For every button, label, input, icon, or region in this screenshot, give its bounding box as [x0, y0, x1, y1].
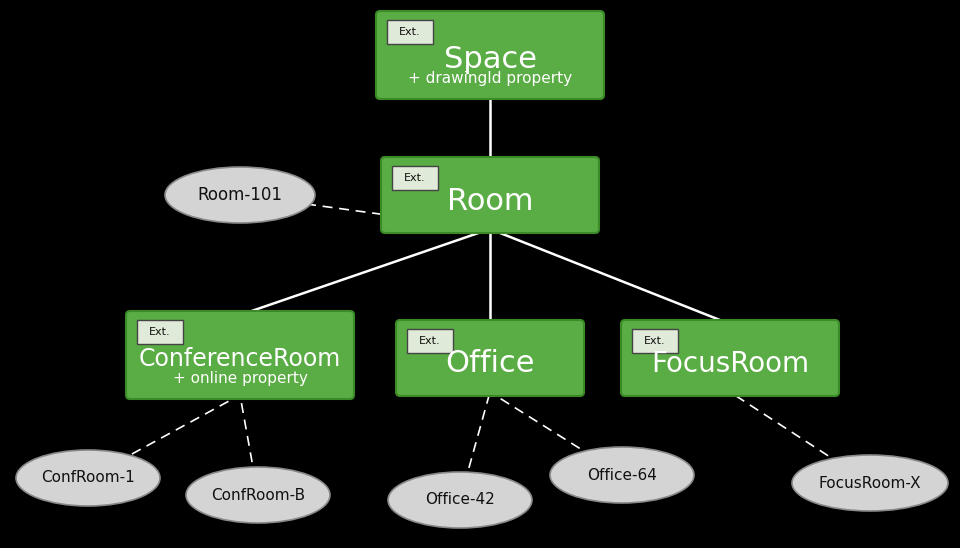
Text: ConfRoom-1: ConfRoom-1 [41, 471, 134, 486]
Text: FocusRoom-X: FocusRoom-X [819, 476, 922, 490]
FancyBboxPatch shape [126, 311, 354, 399]
Text: Office-42: Office-42 [425, 493, 494, 507]
FancyBboxPatch shape [632, 329, 678, 353]
FancyBboxPatch shape [387, 20, 433, 44]
Ellipse shape [165, 167, 315, 223]
FancyBboxPatch shape [137, 320, 183, 344]
Text: Ext.: Ext. [149, 327, 171, 337]
Ellipse shape [792, 455, 948, 511]
Text: Ext.: Ext. [644, 336, 666, 346]
FancyBboxPatch shape [621, 320, 839, 396]
Text: Space: Space [444, 44, 537, 73]
Text: Room-101: Room-101 [198, 186, 282, 204]
Ellipse shape [186, 467, 330, 523]
Text: Room: Room [446, 186, 533, 215]
FancyBboxPatch shape [381, 157, 599, 233]
Text: ConfRoom-B: ConfRoom-B [211, 488, 305, 503]
Text: FocusRoom: FocusRoom [651, 350, 809, 378]
Text: Office: Office [445, 350, 535, 379]
FancyBboxPatch shape [407, 329, 453, 353]
Ellipse shape [550, 447, 694, 503]
Ellipse shape [16, 450, 160, 506]
Text: ConferenceRoom: ConferenceRoom [139, 347, 341, 371]
Ellipse shape [388, 472, 532, 528]
Text: + drawingId property: + drawingId property [408, 71, 572, 87]
Text: Ext.: Ext. [399, 27, 420, 37]
Text: Office-64: Office-64 [588, 467, 657, 482]
Text: Ext.: Ext. [404, 173, 426, 183]
FancyBboxPatch shape [396, 320, 584, 396]
Text: + online property: + online property [173, 372, 307, 386]
FancyBboxPatch shape [392, 166, 438, 190]
Text: Ext.: Ext. [420, 336, 441, 346]
FancyBboxPatch shape [376, 11, 604, 99]
